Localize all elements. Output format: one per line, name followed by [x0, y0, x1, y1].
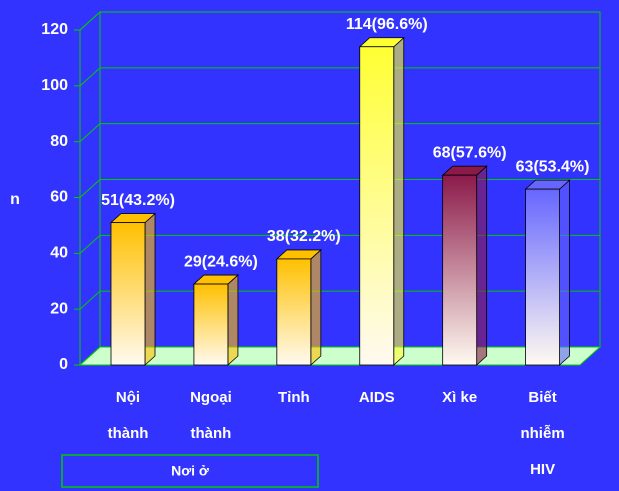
value-label: 29(24.6%) — [184, 253, 258, 270]
y-tick-label: 100 — [41, 77, 68, 94]
x-tick-label: Xì ke — [442, 389, 477, 406]
floor — [78, 346, 602, 366]
x-tick-label: Biết — [528, 389, 556, 406]
y-tick-label: 120 — [41, 21, 68, 38]
grid-line — [79, 67, 101, 87]
group-label: Nơi ở — [171, 463, 209, 479]
bar — [275, 249, 322, 366]
bar-side — [144, 212, 156, 366]
grid-line — [79, 234, 101, 254]
value-label: 51(43.2%) — [101, 192, 175, 209]
bar-front — [276, 258, 312, 366]
bar-front — [193, 283, 229, 366]
grid-line — [79, 123, 101, 143]
group-box — [61, 454, 319, 488]
bar-side — [227, 274, 239, 366]
y-tick-label: 80 — [50, 133, 68, 150]
y-axis-label: n — [10, 191, 20, 208]
y-tick-label: 0 — [59, 356, 68, 373]
x-tick-label: thành — [108, 425, 149, 442]
x-tick-label: AIDS — [359, 389, 395, 406]
x-tick-label: thành — [191, 425, 232, 442]
x-tick-label: Ngoại — [190, 389, 232, 406]
grid-line — [79, 290, 101, 310]
grid-line — [79, 346, 101, 366]
x-tick-label: Nội — [116, 389, 140, 406]
bar — [192, 274, 239, 366]
grid-line — [79, 11, 101, 31]
value-label: 38(32.2%) — [267, 228, 341, 245]
bar — [441, 165, 488, 366]
bar-side — [310, 249, 322, 366]
bar — [109, 212, 157, 366]
grid-line — [79, 179, 101, 198]
y-tick-label: 60 — [50, 189, 68, 206]
bar-side — [559, 179, 570, 366]
bar-side — [393, 36, 405, 366]
x-tick-label: nhiễm — [520, 425, 564, 442]
bar-side — [476, 165, 488, 366]
x-tick-label: HIV — [530, 461, 555, 478]
value-label: 63(53.4%) — [516, 158, 590, 175]
x-tick-label: Tỉnh — [278, 389, 310, 406]
bar-front — [525, 188, 560, 366]
bar — [524, 179, 571, 366]
bar-front — [359, 46, 395, 366]
y-tick-label: 20 — [50, 300, 68, 317]
bar — [358, 36, 405, 366]
value-label: 114(96.6%) — [346, 16, 428, 33]
y-tick-label: 40 — [50, 245, 68, 262]
bar-front — [110, 222, 146, 366]
bar-front — [442, 174, 478, 366]
value-label: 68(57.6%) — [433, 144, 507, 161]
